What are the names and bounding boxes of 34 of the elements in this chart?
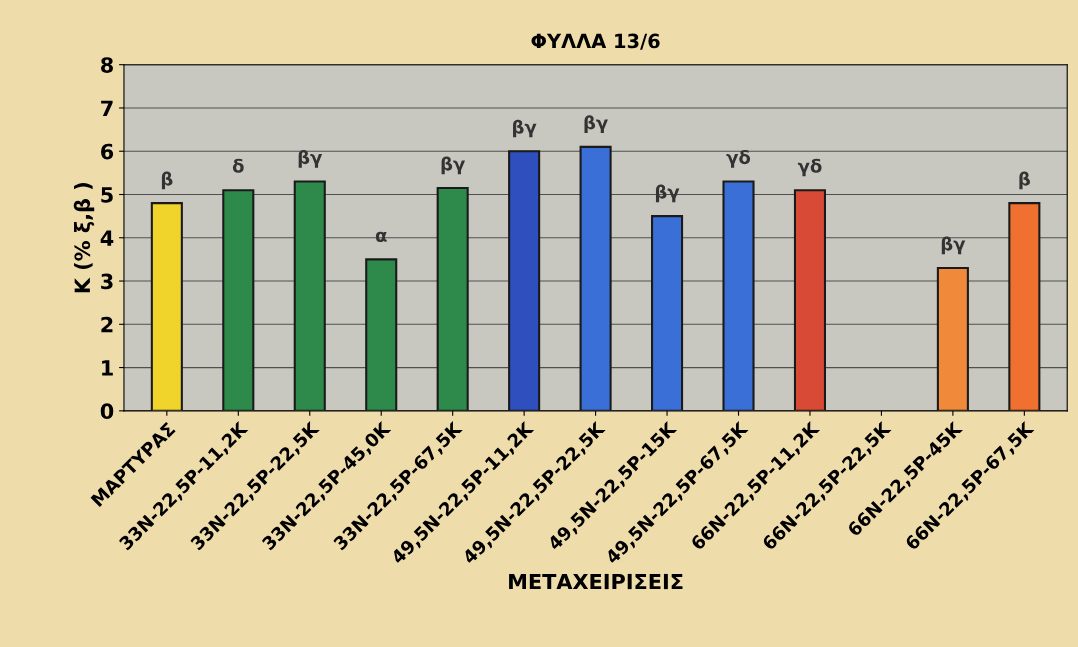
annotation: δ xyxy=(232,158,244,173)
bar xyxy=(1008,202,1041,411)
bar xyxy=(579,145,612,411)
annotation: γδ xyxy=(797,158,822,177)
y-tick-label: 0 xyxy=(100,403,114,420)
bar xyxy=(722,180,755,411)
bar xyxy=(222,189,255,411)
y-tick-label: 7 xyxy=(101,100,113,116)
bar xyxy=(365,258,398,411)
y-tick-label: 2 xyxy=(101,316,113,333)
bar xyxy=(436,186,469,411)
annotation: βγ xyxy=(941,236,966,255)
x-axis-title: ΜΕΤΑΧΕΙΡΙΣΕΙΣ xyxy=(509,573,683,590)
y-tick-label: 8 xyxy=(101,57,113,73)
bar xyxy=(793,189,827,411)
y-tick-label: 5 xyxy=(101,187,113,203)
annotation: βγ xyxy=(298,149,323,168)
annotation: β xyxy=(1019,171,1030,190)
y-tick-label: 6 xyxy=(101,143,114,160)
annotation: γδ xyxy=(726,150,751,168)
annotation: β xyxy=(161,171,173,190)
bar xyxy=(651,215,684,411)
y-tick-label: 1 xyxy=(102,360,113,376)
annotation: βγ xyxy=(513,119,537,138)
y-tick-label: 3 xyxy=(101,273,113,290)
y-tick-label: 4 xyxy=(100,230,114,246)
bar xyxy=(508,150,541,411)
bar xyxy=(936,267,969,411)
y-axis-title: K (% ξ,β ) xyxy=(73,183,95,293)
annotation: βγ xyxy=(441,156,466,175)
annotation: βγ xyxy=(584,115,608,134)
bar xyxy=(150,202,183,411)
bar xyxy=(293,180,326,411)
chart-title: ΦΥΛΛΑ 13/6 xyxy=(531,33,660,50)
